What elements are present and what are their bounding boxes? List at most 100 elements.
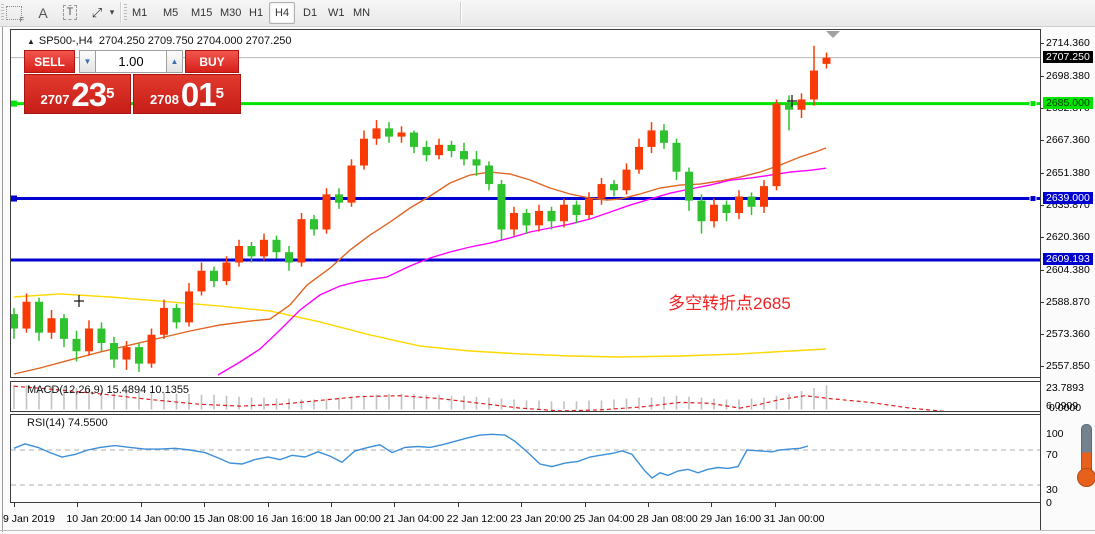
hline-2639[interactable] [11,195,1040,203]
time-tick [711,503,713,507]
triangle-down-marker[interactable] [826,31,840,38]
candle-body [497,184,506,230]
candle-body [585,198,593,216]
candle-body [397,132,406,137]
candle-body [385,128,393,137]
time-tick-label: 28 Jan 08:00 [637,513,698,525]
price-line-label: 2707.250 [1043,50,1093,63]
sell-button[interactable]: SELL [24,50,75,73]
cross-marker[interactable] [74,295,84,307]
candle-body [147,334,156,364]
axis-tick [1040,269,1044,271]
buy-button[interactable]: BUY [185,50,239,73]
candle-body [597,184,606,199]
tf-h1-button[interactable]: H1 [249,7,264,19]
candle-body [85,328,93,352]
time-tick [204,503,206,507]
one-click-trade-panel: SELL ▼ 1.00 ▲ BUY 2707 23 5 2708 01 5 [24,50,242,114]
price-tick-label: 2698.380 [1046,69,1090,82]
volume-increase-button[interactable]: ▲ [166,50,183,73]
ma-yellow-line[interactable] [13,293,827,358]
cross-marker[interactable] [787,95,797,107]
candlesticks[interactable] [11,45,831,372]
time-tick-label: 18 Jan 00:00 [320,513,381,525]
candle-body [35,301,43,333]
macd-canvas[interactable] [11,382,1040,411]
cursor-arrows-icon[interactable]: ⤢ [91,4,103,20]
main-chart-pane[interactable]: ▲ SP500-,H4 2704.250 2709.750 2704.000 27… [10,29,1041,378]
candle-body [235,245,243,263]
price-tick-label: 2667.360 [1046,133,1090,146]
price-axis-line [1040,29,1041,530]
ma-orange-line[interactable] [13,147,827,375]
candle-body [260,239,268,257]
candle-body [22,301,31,329]
macd-axis-low: 6.0909 [1046,400,1079,412]
candle-body [485,165,493,185]
candle-body [560,204,568,222]
axis-tick [1040,43,1044,44]
tf-mn-button[interactable]: MN [353,7,371,19]
chart-text-annotation[interactable]: 多空转折点2685 [668,294,791,313]
tf-m5-button[interactable]: M5 [163,7,179,19]
time-tick-label: 22 Jan 12:00 [446,513,508,525]
thermometer-icon[interactable] [1076,424,1095,490]
candle-body [435,144,443,156]
tf-w1-button[interactable]: W1 [328,7,345,19]
time-tick [14,503,15,507]
time-tick-label: 9 Jan 2019 [3,513,55,525]
candlestick-chart-canvas[interactable] [11,30,1040,377]
rsi-level-label: 100 [1046,428,1064,440]
toolbar-separator [460,2,461,23]
candle-body [422,146,431,156]
text-label-icon[interactable]: A [38,4,48,21]
candle-body [735,196,743,213]
buy-price-handle: 2708 [150,92,179,107]
macd-label: MACD(12,26,9) 15.4894 10.1355 [27,384,190,396]
candle-body [472,159,481,166]
price-line-label: 2639.000 [1043,191,1093,204]
crosshair-grid-icon[interactable] [4,3,24,24]
candle-body [410,132,418,147]
toolbar: A T ⤢ ▾ M1 M5 M15 M30 H1 H4 D1 W1 MN [0,0,1095,27]
candle-body [772,103,781,187]
price-tick-label: 2604.380 [1046,263,1090,276]
tf-m15-button[interactable]: M15 [191,7,213,19]
candle-body [160,307,168,335]
volume-decrease-button[interactable]: ▼ [79,50,96,73]
time-tick-label: 23 Jan 20:00 [510,513,571,525]
toolbar-drag-handle[interactable] [124,4,127,21]
candle-body [97,328,106,343]
candle-body [47,318,56,333]
dropdown-caret-icon[interactable]: ▾ [109,7,115,17]
rsi-canvas[interactable] [11,415,1040,502]
candle-body [672,142,681,172]
text-box-icon[interactable]: T [60,3,80,22]
candle-body [797,99,806,110]
tf-d1-button[interactable]: D1 [303,7,318,19]
tf-m30-button[interactable]: M30 [220,7,242,19]
candle-body [11,314,18,329]
buy-price-quote[interactable]: 2708 01 5 [133,74,241,114]
candle-body [72,338,81,352]
volume-input[interactable]: 1.00 [96,50,166,73]
candle-body [697,200,706,222]
ma-magenta-line[interactable] [217,167,827,376]
rsi-level-label: 0 [1046,497,1052,509]
time-tick [584,503,586,507]
price-tick-label: 2573.360 [1046,327,1090,340]
tf-m1-button[interactable]: M1 [132,7,148,19]
sell-price-quote[interactable]: 2707 23 5 [24,74,131,114]
candle-body [310,219,318,230]
tf-h4-button[interactable]: H4 [269,2,296,24]
collapse-arrow-icon[interactable]: ▲ [27,37,35,46]
toolbar-drag-handle[interactable] [1,4,4,21]
macd-pane[interactable]: MACD(12,26,9) 15.4894 10.1355 [10,381,1041,412]
candle-body [747,196,756,207]
rsi-pane[interactable]: RSI(14) 74.5500 [10,414,1041,503]
candle-body [347,165,356,203]
time-tick [394,503,396,507]
candle-body [285,252,293,263]
price-tick-label: 2557.850 [1046,360,1090,372]
price-tick-label: 2651.380 [1046,166,1090,179]
